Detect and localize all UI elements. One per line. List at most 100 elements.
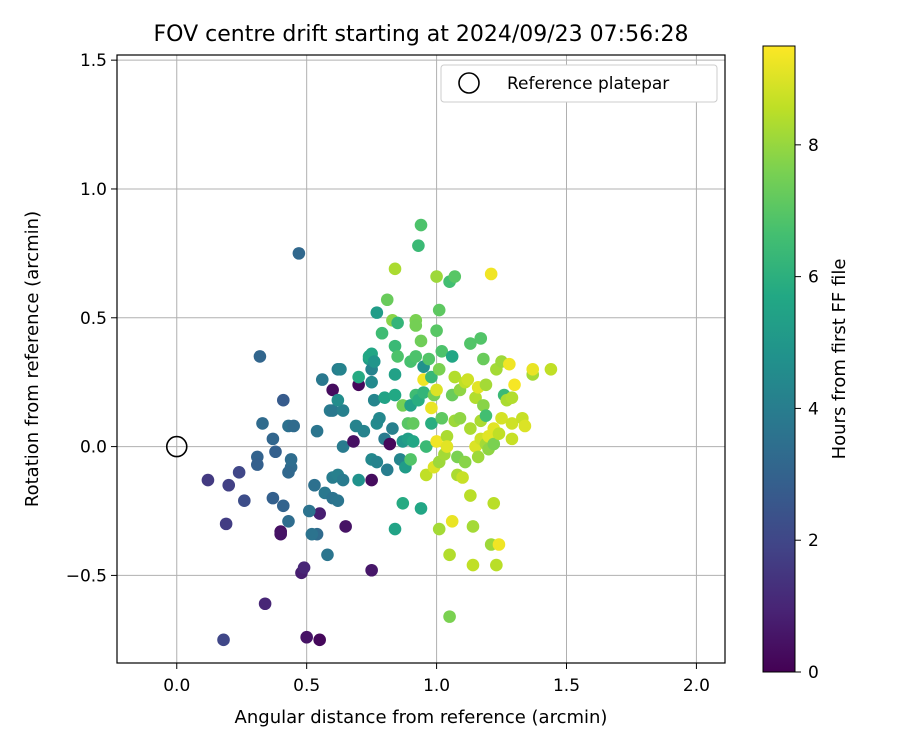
scatter-point bbox=[419, 440, 433, 453]
scatter-point bbox=[334, 363, 347, 376]
scatter-point bbox=[339, 520, 352, 533]
plot-frame bbox=[116, 54, 726, 664]
scatter-point bbox=[251, 458, 264, 471]
scatter-point bbox=[383, 437, 397, 451]
scatter-point bbox=[274, 527, 287, 541]
scatter-point bbox=[284, 453, 298, 466]
scatter-point bbox=[396, 496, 410, 510]
scatter-point bbox=[461, 373, 475, 386]
y-tick-label: 1.0 bbox=[80, 180, 107, 200]
scatter-point bbox=[440, 440, 454, 453]
y-axis-ticks: −0.5 0.0 0.5 1.0 1.5 bbox=[66, 51, 117, 586]
scatter-point bbox=[336, 404, 350, 417]
scatter-point bbox=[222, 478, 236, 492]
scatter-point bbox=[422, 352, 436, 366]
scatter-point bbox=[365, 375, 378, 389]
scatter-point bbox=[305, 527, 319, 541]
x-tick-label: 0.0 bbox=[163, 676, 190, 696]
scatter-point bbox=[388, 262, 402, 276]
scatter-point bbox=[492, 427, 506, 441]
scatter-point bbox=[495, 411, 508, 425]
scatter-point bbox=[469, 391, 482, 404]
scatter-point bbox=[258, 597, 272, 611]
legend-reference-icon bbox=[458, 72, 480, 94]
scatter-point bbox=[505, 391, 519, 404]
scatter-point bbox=[336, 473, 350, 487]
colorbar-gradient bbox=[762, 45, 796, 673]
y-tick-label: 0.5 bbox=[80, 309, 107, 329]
scatter-point bbox=[409, 350, 423, 363]
scatter-point bbox=[425, 401, 438, 415]
scatter-point bbox=[238, 494, 251, 507]
legend-box bbox=[440, 64, 718, 103]
colorbar-tick-label: 4 bbox=[808, 399, 819, 419]
scatter-point bbox=[474, 332, 488, 345]
y-axis-label: Rotation from reference (arcmin) bbox=[22, 211, 43, 507]
scatter-point bbox=[370, 306, 384, 319]
scatter-point bbox=[503, 357, 516, 371]
scatter-point bbox=[464, 337, 477, 350]
scatter-point bbox=[432, 363, 446, 376]
x-axis-ticks: 0.0 0.5 1.0 1.5 2.0 bbox=[163, 663, 710, 696]
scatter-point bbox=[352, 473, 365, 487]
scatter-point bbox=[409, 319, 423, 332]
scatter-point bbox=[414, 218, 428, 232]
scatter-point bbox=[365, 473, 378, 487]
scatter-point bbox=[477, 399, 490, 412]
scatter-point bbox=[471, 450, 485, 464]
scatter-point bbox=[466, 558, 480, 572]
scatter-point bbox=[432, 522, 446, 536]
scatter-point bbox=[508, 378, 521, 392]
scatter-point bbox=[492, 538, 506, 551]
scatter-point bbox=[479, 378, 493, 392]
scatter-point bbox=[256, 417, 269, 430]
scatter-point bbox=[287, 419, 300, 433]
scatter-point bbox=[357, 424, 371, 438]
scatter-point bbox=[406, 417, 420, 430]
scatter-point bbox=[326, 404, 339, 417]
scatter-point bbox=[388, 339, 402, 353]
scatter-point bbox=[347, 435, 360, 448]
scatter-point bbox=[365, 563, 378, 577]
scatter-point bbox=[464, 422, 477, 435]
scatter-point bbox=[302, 504, 316, 518]
scatter-point bbox=[432, 303, 446, 317]
scatter-point bbox=[518, 419, 532, 433]
scatter-point bbox=[425, 370, 438, 384]
scatter-points bbox=[201, 218, 558, 647]
scatter-point bbox=[505, 417, 519, 430]
colorbar-label: Hours from first FF file bbox=[829, 259, 850, 460]
x-tick-label: 2.0 bbox=[683, 676, 710, 696]
scatter-point bbox=[414, 334, 428, 348]
scatter-point bbox=[375, 326, 389, 340]
scatter-point bbox=[367, 355, 381, 368]
legend-label: Reference platepar bbox=[507, 74, 669, 94]
scatter-point bbox=[435, 344, 449, 358]
colorbar-tick-label: 0 bbox=[808, 663, 819, 683]
scatter-point bbox=[336, 440, 350, 453]
scatter-point bbox=[453, 411, 467, 425]
scatter-point bbox=[456, 471, 469, 484]
scatter-point bbox=[326, 383, 339, 397]
scatter-point bbox=[310, 424, 324, 438]
scatter-point bbox=[484, 267, 498, 281]
scatter-point bbox=[443, 548, 456, 562]
scatter-point bbox=[419, 468, 433, 482]
scatter-point bbox=[487, 437, 501, 451]
y-tick-label: −0.5 bbox=[66, 566, 107, 586]
scatter-point bbox=[505, 432, 519, 446]
scatter-point bbox=[367, 393, 381, 407]
scatter-point bbox=[464, 489, 477, 502]
scatter-point bbox=[313, 633, 326, 647]
scatter-point bbox=[388, 522, 402, 536]
scatter-point bbox=[380, 293, 394, 307]
legend: Reference platepar bbox=[440, 64, 718, 103]
scatter-point bbox=[331, 393, 345, 407]
colorbar-tick-label: 6 bbox=[808, 268, 819, 288]
scatter-point bbox=[430, 435, 443, 448]
scatter-point bbox=[201, 473, 215, 487]
chart-title: FOV centre drift starting at 2024/09/23 … bbox=[154, 22, 689, 47]
scatter-point bbox=[386, 422, 399, 435]
scatter-point bbox=[276, 393, 290, 407]
scatter-point bbox=[430, 383, 443, 397]
